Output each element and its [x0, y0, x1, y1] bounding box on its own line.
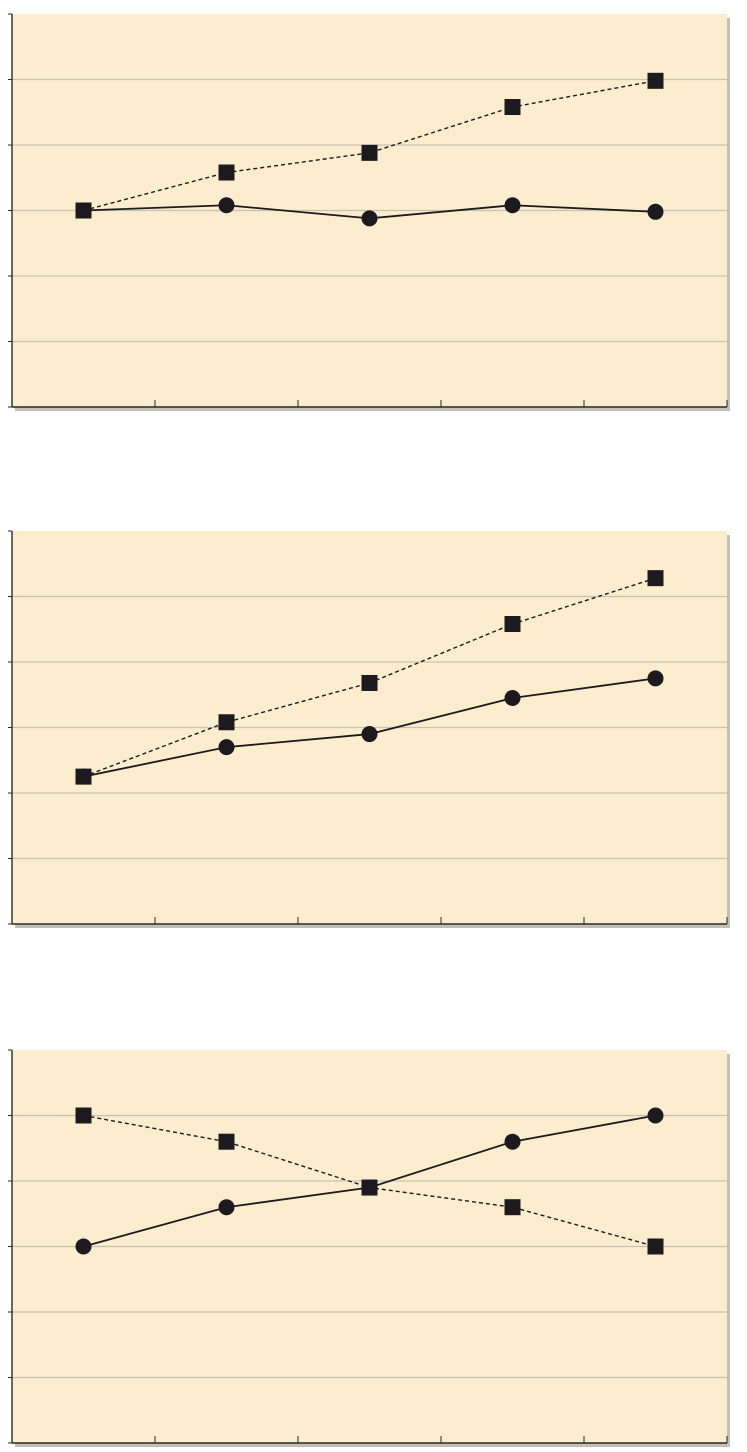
circle-point: [75, 202, 92, 219]
square-point: [218, 714, 235, 731]
square-point: [647, 1238, 664, 1255]
square-point: [647, 570, 664, 587]
circle-point: [361, 726, 378, 743]
square-point: [504, 616, 521, 633]
circle-point: [361, 1179, 378, 1196]
line-chart-2: [8, 527, 735, 929]
circle-point: [361, 210, 378, 227]
chart-svg-1: [8, 13, 730, 411]
square-point: [504, 1199, 521, 1216]
square-point: [361, 144, 378, 161]
square-point: [75, 1107, 92, 1124]
circle-point: [218, 1199, 235, 1216]
square-point: [361, 674, 378, 691]
circle-point: [75, 1238, 92, 1255]
circle-point: [75, 768, 92, 785]
circle-point: [647, 1107, 664, 1124]
circle-point: [504, 690, 521, 707]
line-chart-3: [8, 1046, 735, 1448]
chart-svg-3: [8, 1049, 730, 1447]
series-1-line: [83, 80, 656, 212]
square-point: [504, 99, 521, 116]
square-point: [218, 164, 235, 181]
line-chart-1: [8, 10, 735, 412]
square-point: [647, 72, 664, 89]
circle-point: [218, 197, 235, 214]
circle-point: [647, 670, 664, 687]
chart-svg-2: [8, 530, 730, 928]
circle-point: [504, 197, 521, 214]
circle-point: [218, 739, 235, 756]
circle-point: [647, 203, 664, 220]
square-point: [218, 1133, 235, 1150]
circle-point: [504, 1133, 521, 1150]
